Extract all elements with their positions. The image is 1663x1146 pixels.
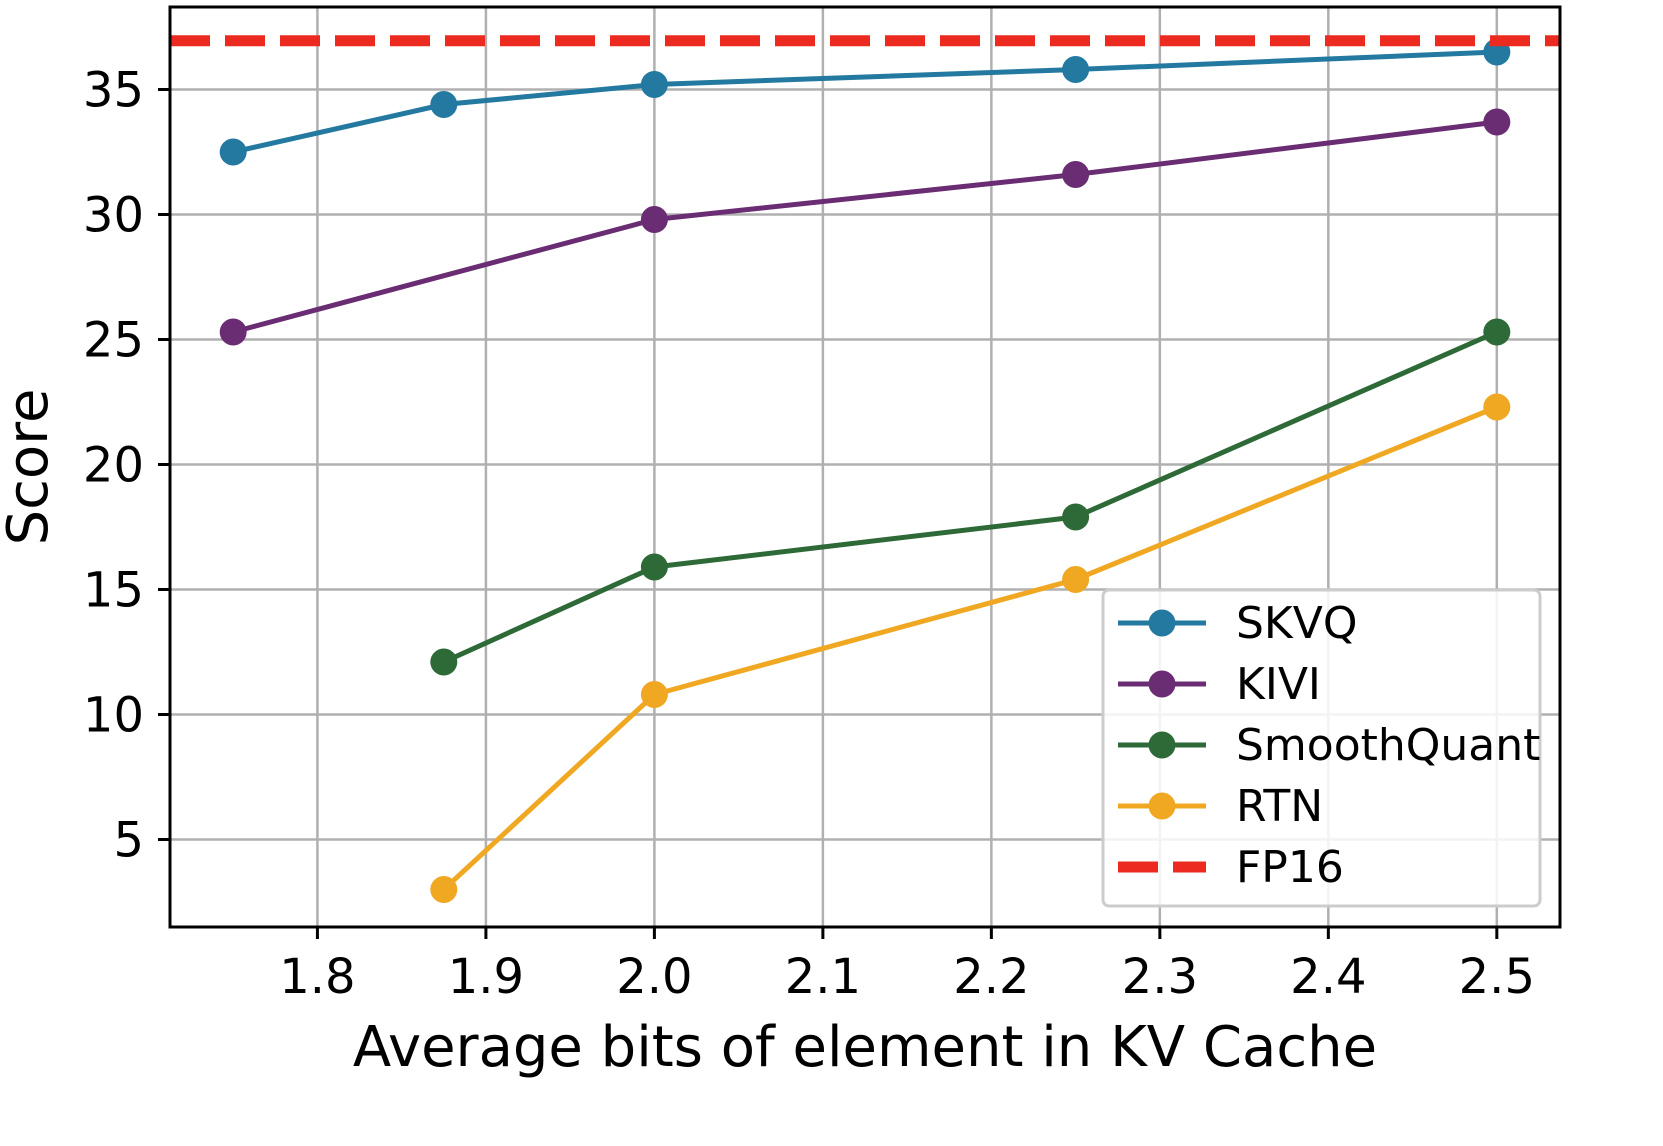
x-tick-label: 1.9 <box>448 949 524 1005</box>
series-line <box>442 404 1498 892</box>
legend-item-smoothquant: SmoothQuant <box>1118 720 1540 771</box>
legend-swatch-marker <box>1148 609 1176 637</box>
data-point <box>640 553 668 581</box>
series-smoothquant <box>430 318 1511 676</box>
data-point <box>640 71 668 98</box>
x-tick-label: 2.2 <box>953 949 1029 1005</box>
y-tick-label: 5 <box>113 813 144 869</box>
data-point <box>640 206 668 233</box>
y-tick-label: 10 <box>83 688 144 744</box>
y-tick-label: 20 <box>83 438 144 494</box>
data-point <box>219 138 247 166</box>
data-point <box>1483 393 1511 421</box>
legend-item-skvq: SKVQ <box>1118 598 1358 649</box>
y-tick-label: 30 <box>83 188 144 244</box>
legend-item-rtn: RTN <box>1118 781 1323 832</box>
x-tick-label: 2.4 <box>1290 949 1366 1005</box>
legend-item-fp16: FP16 <box>1118 842 1344 893</box>
plot-frame <box>168 5 1562 929</box>
data-point <box>1062 161 1090 188</box>
legend-label: KIVI <box>1236 659 1321 710</box>
y-axis-label: Score <box>0 389 61 546</box>
legend-label: SmoothQuant <box>1236 720 1540 771</box>
series-kivi <box>219 108 1511 346</box>
legend-label: SKVQ <box>1236 598 1358 649</box>
data-point <box>1483 318 1511 346</box>
x-tick-label: 2.5 <box>1459 949 1535 1005</box>
x-axis-label: Average bits of element in KV Cache <box>353 1015 1377 1080</box>
x-tick-label: 2.1 <box>785 949 861 1005</box>
legend-swatch-marker <box>1148 731 1176 759</box>
x-tick-label: 2.3 <box>1122 949 1198 1005</box>
legend: SKVQ KIVI SmoothQuant RTN FP16 <box>1101 588 1542 908</box>
data-point <box>1062 566 1090 593</box>
data-point <box>430 876 458 903</box>
data-point <box>640 681 668 708</box>
data-point <box>1062 56 1090 83</box>
x-tick-label: 1.8 <box>279 949 355 1005</box>
y-tick-label: 25 <box>83 313 144 369</box>
legend-swatch-marker <box>1148 670 1176 698</box>
y-tick-label: 35 <box>83 63 144 119</box>
data-point <box>1483 108 1511 136</box>
x-tick-label: 2.0 <box>616 949 692 1005</box>
legend-item-kivi: KIVI <box>1118 659 1321 710</box>
series-layer <box>219 38 1511 903</box>
data-point <box>430 648 458 676</box>
data-point <box>1062 503 1090 531</box>
legend-label: RTN <box>1236 781 1323 832</box>
data-point <box>430 91 458 118</box>
legend-box <box>1101 588 1542 908</box>
y-axis-ticks: 5 10 15 20 25 30 35 <box>83 63 170 869</box>
data-point <box>219 318 247 346</box>
y-tick-label: 15 <box>83 563 144 619</box>
x-axis-ticks: 1.8 1.9 2.0 2.1 2.2 2.3 2.4 2.5 <box>279 927 1535 1005</box>
legend-label: FP16 <box>1236 842 1344 893</box>
series-line <box>232 119 1498 335</box>
legend-swatch-marker <box>1148 792 1176 820</box>
series-rtn <box>430 393 1511 903</box>
series-line <box>442 329 1498 665</box>
